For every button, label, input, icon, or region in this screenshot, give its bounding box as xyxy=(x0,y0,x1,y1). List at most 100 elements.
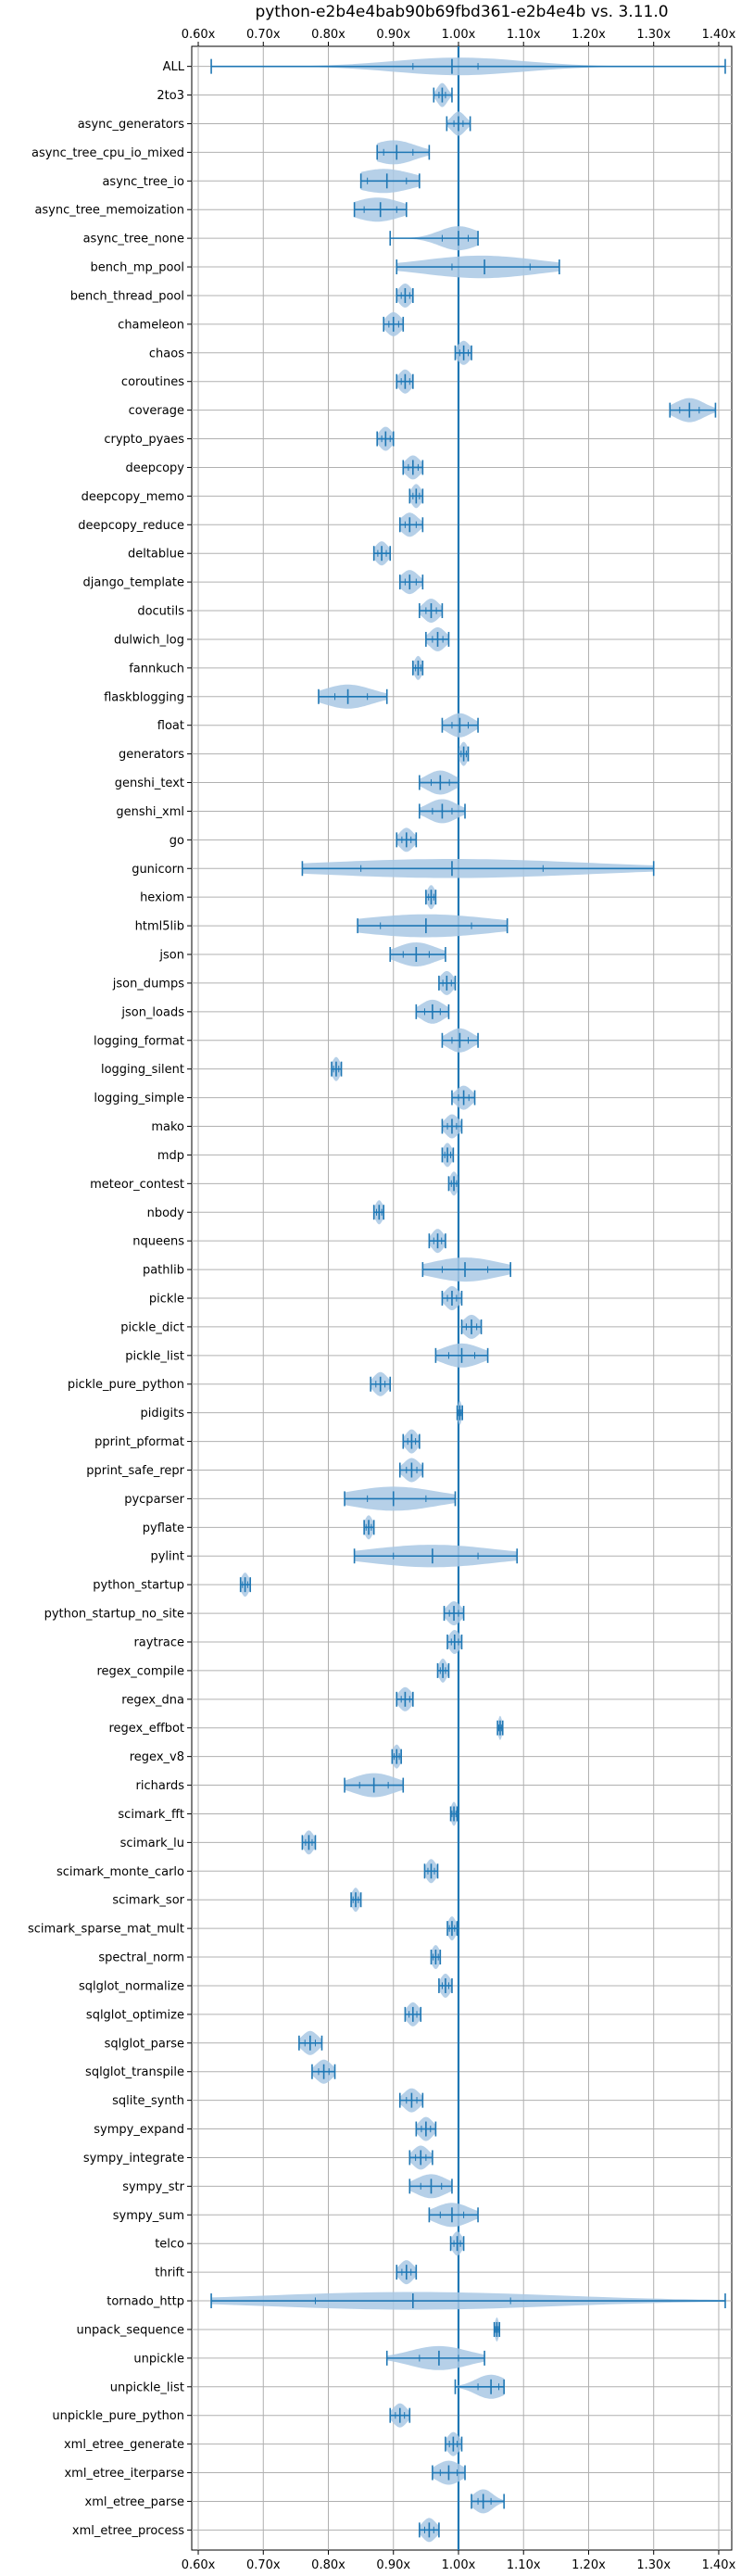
violin-regex_compile xyxy=(436,1658,450,1683)
violin-python_startup_no_site xyxy=(443,1601,465,1626)
x-tick-label-top: 1.40x xyxy=(702,28,736,42)
violin-raytrace xyxy=(446,1630,463,1654)
y-tick-label: sqlglot_normalize xyxy=(79,1979,184,1993)
x-tick-label-top: 0.70x xyxy=(246,28,281,42)
violin-ALL xyxy=(210,57,726,76)
violin-async_tree_none xyxy=(389,226,479,251)
violin-pycparser xyxy=(344,1486,457,1511)
violin-regex_dna xyxy=(396,1686,414,1711)
violin-pprint_pformat xyxy=(402,1429,421,1454)
x-tick-label-top: 1.30x xyxy=(636,28,671,42)
y-tick-label: sqlglot_parse xyxy=(105,2037,184,2051)
y-tick-label: async_tree_memoization xyxy=(34,204,184,218)
y-tick-label: unpickle xyxy=(133,2352,184,2366)
y-tick-label: bench_thread_pool xyxy=(70,289,184,303)
y-tick-label: json_dumps xyxy=(112,977,184,991)
violin-logging_format xyxy=(441,1028,479,1053)
violin-generators xyxy=(458,741,470,766)
violin-xml_etree_iterparse xyxy=(432,2460,466,2485)
y-tick-label: mako xyxy=(151,1120,184,1134)
y-tick-label: ALL xyxy=(163,60,185,74)
violin-scimark_sor xyxy=(350,1888,362,1913)
y-tick-label: raytrace xyxy=(133,1635,184,1649)
violin-python_startup xyxy=(239,1572,252,1597)
violin-crypto_pyaes xyxy=(376,426,395,451)
violin-sympy_str xyxy=(408,2174,453,2199)
y-tick-label: deltablue xyxy=(128,548,184,562)
violin-unpickle_pure_python xyxy=(389,2403,411,2428)
y-tick-label: regex_effbot xyxy=(108,1722,184,1736)
y-tick-label: go xyxy=(170,834,184,848)
violin-bench_mp_pool xyxy=(396,255,560,279)
violin-scimark_fft xyxy=(449,1801,458,1826)
y-tick-label: sympy_integrate xyxy=(83,2152,184,2166)
y-tick-label: flaskblogging xyxy=(104,690,184,704)
violin-pickle_list xyxy=(434,1343,489,1368)
violin-sympy_expand xyxy=(415,2116,437,2141)
violin-async_tree_memoization xyxy=(353,197,408,222)
y-tick-label: bench_mp_pool xyxy=(90,261,184,275)
violin-flaskblogging xyxy=(318,684,388,709)
violin-sqlglot_parse xyxy=(298,2030,323,2055)
violin-scimark_sparse_mat_mult xyxy=(446,1916,458,1941)
y-tick-label: 2to3 xyxy=(157,89,184,103)
violin-unpickle xyxy=(385,2345,485,2370)
y-tick-label: fannkuch xyxy=(129,662,184,676)
y-tick-label: pycparser xyxy=(124,1493,184,1507)
y-tick-label: meteor_contest xyxy=(90,1178,184,1192)
violin-json xyxy=(389,942,446,966)
y-tick-label: sympy_str xyxy=(122,2180,184,2194)
y-tick-label: hexiom xyxy=(140,891,184,905)
x-tick-label-bottom: 0.70x xyxy=(246,2558,281,2572)
x-tick-label-top: 1.00x xyxy=(442,28,476,42)
violin-sympy_sum xyxy=(428,2203,479,2228)
violin-float xyxy=(441,713,479,738)
y-tick-label: pickle_list xyxy=(125,1349,184,1363)
violin-pyflate xyxy=(363,1515,375,1540)
y-tick-label: pickle xyxy=(149,1293,184,1307)
y-tick-label: nbody xyxy=(147,1206,185,1220)
violin-go xyxy=(396,827,418,852)
y-tick-label: coroutines xyxy=(121,375,184,389)
x-tick-label-bottom: 0.80x xyxy=(311,2558,345,2572)
violin-telco xyxy=(449,2231,465,2256)
y-tick-label: genshi_text xyxy=(115,777,184,790)
y-tick-label: generators xyxy=(119,748,184,762)
y-tick-label: scimark_sparse_mat_mult xyxy=(28,1923,184,1937)
y-tick-label: pathlib xyxy=(143,1264,184,1278)
violin-pylint xyxy=(353,1545,519,1568)
y-tick-label: sympy_sum xyxy=(113,2209,184,2223)
y-tick-label: unpickle_list xyxy=(110,2380,184,2394)
x-tick-label-top: 0.80x xyxy=(311,28,345,42)
violin-tornado_http xyxy=(210,2292,726,2310)
y-tick-label: regex_compile xyxy=(96,1664,184,1678)
y-tick-label: scimark_monte_carlo xyxy=(57,1865,184,1879)
y-tick-label: unpickle_pure_python xyxy=(52,2409,184,2423)
violin-sympy_integrate xyxy=(408,2145,433,2170)
violin-async_generators xyxy=(446,111,471,136)
y-tick-label: sqlite_synth xyxy=(112,2094,184,2108)
y-tick-label: xml_etree_parse xyxy=(85,2495,184,2509)
x-tick-label-top: 1.10x xyxy=(507,28,541,42)
y-tick-label: chaos xyxy=(149,347,184,360)
y-tick-label: sqlglot_transpile xyxy=(85,2065,184,2079)
violin-logging_silent xyxy=(331,1056,343,1081)
violin-pidigits xyxy=(456,1400,464,1425)
violin-bench_thread_pool xyxy=(396,284,414,308)
violin-nqueens xyxy=(428,1229,446,1254)
y-tick-label: logging_format xyxy=(94,1034,184,1048)
violin-deepcopy_reduce xyxy=(398,512,424,537)
violin-genshi_text xyxy=(419,770,459,795)
y-tick-label: tornado_http xyxy=(107,2295,184,2309)
violin-deepcopy xyxy=(402,455,424,480)
y-tick-label: xml_etree_iterparse xyxy=(64,2467,184,2481)
y-tick-label: spectral_norm xyxy=(98,1951,184,1965)
violin-deepcopy_memo xyxy=(408,484,424,509)
y-tick-label: async_tree_none xyxy=(83,233,184,246)
y-tick-label: regex_v8 xyxy=(130,1750,184,1764)
x-tick-label-bottom: 1.10x xyxy=(507,2558,541,2572)
x-axis-ticks: 0.60x 0.60x 0.70x 0.70x 0.80x 0.80x 0.90x 0.90x… xyxy=(182,28,736,2572)
violin-unpickle_list xyxy=(454,2374,505,2399)
chart-title: python-e2b4e4bab90b69fbd361-e2b4e4b vs. … xyxy=(255,3,668,21)
